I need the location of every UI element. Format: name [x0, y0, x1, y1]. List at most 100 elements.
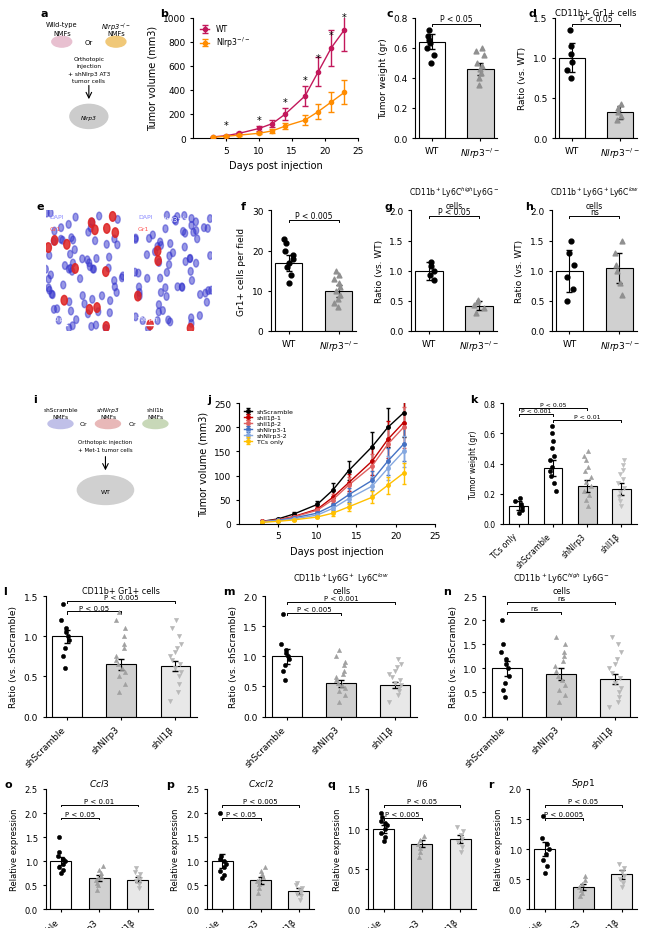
Text: P < 0.001: P < 0.001 [324, 596, 359, 601]
Y-axis label: Tumor volume (mm3): Tumor volume (mm3) [147, 26, 157, 131]
Point [92, 878, 103, 893]
Bar [51, 861, 72, 909]
Point [60, 625, 71, 640]
Bar [492, 669, 522, 716]
Point [129, 865, 140, 880]
Text: P < 0.005: P < 0.005 [297, 607, 332, 612]
Point [329, 272, 339, 287]
Point [120, 621, 130, 636]
Point [579, 869, 590, 883]
Point [581, 493, 592, 508]
Text: shNlrp3: shNlrp3 [97, 407, 119, 412]
Point [514, 507, 525, 522]
Point [566, 47, 577, 62]
Point [604, 700, 614, 715]
Bar [326, 684, 356, 716]
Point [287, 251, 298, 266]
Point [111, 650, 121, 664]
Point [215, 806, 226, 820]
Point [176, 665, 187, 680]
Point [392, 660, 402, 675]
Point [580, 464, 590, 479]
Point [577, 885, 587, 900]
Bar [380, 686, 410, 716]
Point [340, 655, 350, 670]
Point [119, 629, 129, 644]
Point [387, 670, 397, 685]
Point [580, 474, 591, 489]
Text: + shNlrp3 AT3: + shNlrp3 AT3 [68, 71, 110, 76]
Point [283, 650, 293, 664]
Point [176, 638, 186, 652]
Text: m: m [223, 586, 235, 597]
Point [170, 662, 180, 677]
Point [278, 664, 289, 679]
Title: $Ccl3$: $Ccl3$ [89, 778, 110, 788]
Bar [272, 657, 302, 716]
Point [94, 862, 105, 877]
Point [415, 840, 425, 855]
Point [551, 659, 561, 674]
Point [558, 654, 569, 669]
Point [538, 808, 549, 823]
Point [499, 690, 510, 705]
Point [554, 683, 564, 698]
Bar [250, 881, 271, 909]
Point [474, 79, 484, 94]
Text: WT: WT [101, 489, 111, 495]
Point [577, 876, 587, 891]
Point [614, 857, 624, 871]
Text: P < 0.05: P < 0.05 [79, 605, 109, 611]
Point [57, 857, 68, 871]
Point [428, 264, 439, 278]
Bar [415, 271, 443, 331]
Point [548, 434, 558, 449]
Point [339, 658, 350, 673]
Point [604, 662, 615, 677]
Point [517, 500, 527, 515]
Text: Or: Or [84, 40, 93, 45]
Point [135, 871, 145, 886]
Title: CD11b$^+$Ly6G$^+$ Ly6C$^{low}$
cells: CD11b$^+$Ly6G$^+$ Ly6C$^{low}$ cells [293, 571, 389, 596]
Point [551, 664, 561, 678]
Point [495, 644, 506, 659]
Point [500, 676, 510, 690]
Point [118, 641, 129, 656]
Text: *: * [257, 116, 261, 126]
Point [255, 863, 266, 878]
Point [280, 674, 290, 689]
Point [221, 857, 231, 871]
Y-axis label: Tumor volume (mm3): Tumor volume (mm3) [198, 411, 208, 517]
Point [60, 854, 70, 869]
Point [292, 886, 302, 901]
Point [92, 875, 103, 890]
Title: CD11b$^+$Ly6C$^{high}$Ly6G$^-$
cells: CD11b$^+$Ly6C$^{high}$Ly6G$^-$ cells [409, 186, 499, 211]
Point [396, 678, 406, 693]
Point [575, 879, 585, 894]
Text: j: j [207, 394, 211, 405]
Ellipse shape [96, 419, 120, 429]
Point [331, 284, 341, 299]
Bar [450, 839, 471, 909]
Text: c: c [387, 9, 393, 19]
Point [393, 689, 403, 703]
Bar [275, 264, 302, 331]
Point [616, 110, 627, 124]
Point [253, 885, 263, 900]
Point [330, 670, 341, 685]
Point [334, 684, 345, 699]
Point [117, 662, 127, 677]
Point [619, 869, 629, 883]
Point [395, 674, 405, 689]
Point [583, 488, 593, 503]
Point [566, 71, 577, 86]
Point [586, 470, 597, 485]
Point [581, 454, 592, 469]
Bar [601, 679, 630, 716]
Point [335, 288, 345, 303]
Point [559, 644, 569, 659]
Point [170, 645, 181, 660]
Point [294, 893, 305, 908]
Point [329, 296, 339, 311]
Text: b: b [161, 9, 168, 19]
